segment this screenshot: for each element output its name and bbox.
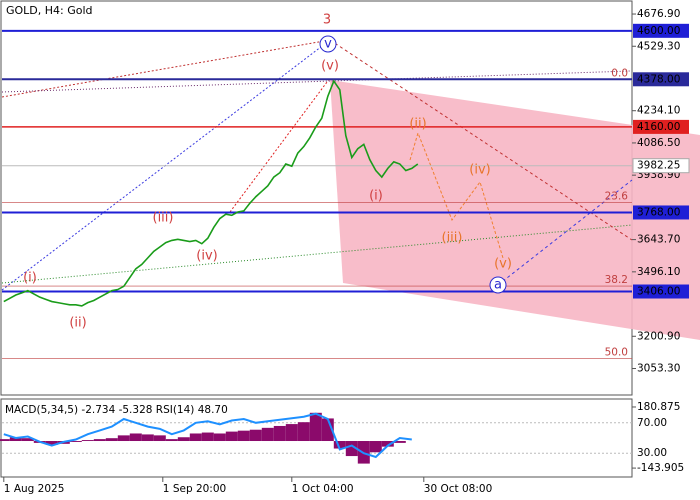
wave-label: (ii) [69, 316, 86, 331]
wave-circle [319, 35, 337, 53]
level-box [633, 23, 689, 38]
x-tick-label: 1 Aug 2025 [4, 483, 65, 495]
macd-bar [249, 429, 262, 442]
y-tick-label: -143.905 [637, 462, 684, 474]
wave-label: (v) [321, 59, 339, 74]
level-box [633, 284, 689, 299]
macd-bar [201, 432, 214, 442]
level-box [633, 72, 689, 87]
level-box [633, 119, 689, 134]
trend-line [1, 39, 331, 291]
wave-circle [489, 276, 507, 294]
macd-bar [0, 439, 10, 442]
macd-bar [81, 440, 94, 442]
price-line [3, 79, 419, 307]
macd-bar [237, 430, 250, 442]
rsi-tick-label: 70.00 [637, 417, 667, 429]
macd-bar [225, 431, 238, 442]
macd-bar [333, 441, 346, 449]
rsi-line [3, 412, 412, 459]
chart-title: GOLD, H4: Gold [6, 4, 93, 17]
macd-bar [309, 412, 322, 442]
wave-label: (v) [494, 257, 512, 272]
macd-bar [381, 441, 394, 447]
y-tick-label: 180.875 [637, 401, 680, 413]
macd-bar [9, 437, 22, 442]
macd-bar [69, 441, 82, 442]
rsi-tick-label: 30.00 [637, 447, 667, 459]
level-label: 4600.00 [637, 25, 680, 37]
level-box [633, 205, 689, 220]
macd-bar [93, 439, 106, 442]
wave-label: (iv) [196, 249, 217, 264]
fib-label: 38.2 [605, 274, 628, 286]
level-label: 3768.00 [637, 206, 680, 218]
y-tick-label: 3496.10 [637, 266, 680, 278]
macd-bar [189, 433, 202, 442]
wave-label: (iii) [153, 211, 174, 226]
y-tick-label: 4234.10 [637, 105, 680, 117]
macd-bar [213, 433, 226, 442]
x-tick-label: 30 Oct 08:00 [424, 483, 492, 495]
trend-line [497, 179, 633, 286]
macd-bar [129, 433, 142, 442]
trend-line [329, 39, 633, 241]
macd-bar [393, 441, 406, 443]
wave-label: (i) [23, 271, 37, 286]
macd-bar [261, 427, 274, 442]
fib-label: 0.0 [611, 67, 628, 79]
y-tick-label: 4086.50 [637, 137, 680, 149]
projection [409, 131, 504, 259]
indicator-panel [0, 398, 633, 478]
wave-label: (i) [369, 189, 383, 204]
wave-label: 3 [323, 13, 331, 28]
x-tick-label: 1 Sep 20:00 [163, 483, 226, 495]
current-price-label: 3982.25 [637, 160, 680, 172]
wave-label: (iii) [442, 231, 463, 246]
macd-bar [165, 439, 178, 442]
level-label: 3406.00 [637, 286, 680, 298]
fib-label: 23.6 [605, 190, 629, 202]
y-tick-label: 4676.90 [637, 8, 680, 20]
macd-bar [105, 438, 118, 442]
trend-line [1, 39, 331, 98]
macd-bar [285, 424, 298, 442]
macd-bar [21, 438, 34, 442]
y-tick-label: 3053.30 [637, 363, 680, 375]
level-label: 4160.00 [637, 121, 680, 133]
macd-bar [153, 435, 166, 442]
trend-lines [1, 39, 633, 291]
trend-line [1, 70, 631, 93]
x-tick-label: 1 Oct 04:00 [292, 483, 354, 495]
wave-label: v [324, 37, 332, 52]
fib-label: 50.0 [605, 346, 628, 358]
wave-label: (iv) [469, 163, 490, 178]
trend-line [1, 224, 633, 284]
macd-bar [117, 435, 130, 442]
macd-bar [273, 425, 286, 442]
trend-line [229, 77, 331, 213]
macd-bar [177, 437, 190, 442]
macd-bar [141, 434, 154, 442]
y-tick-label: 3643.70 [637, 234, 680, 246]
current-price-box [632, 158, 690, 174]
macd-bar [297, 422, 310, 442]
macd-bar [345, 441, 358, 457]
indicator-title: MACD(5,34,5) -2.734 -5.328 RSI(14) 48.70 [5, 404, 228, 416]
wave-label: (ii) [409, 117, 426, 132]
macd-bar [369, 441, 382, 453]
wave-label: a [494, 278, 502, 293]
y-tick-label: 4529.30 [637, 40, 680, 52]
macd-bar [45, 441, 58, 445]
y-tick-label: 3200.90 [637, 330, 680, 342]
level-label: 4378.00 [637, 73, 680, 85]
